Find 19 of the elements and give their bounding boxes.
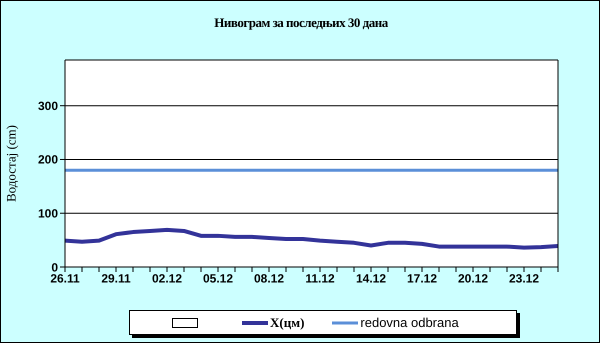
x-tick-label: 11.12: [305, 272, 336, 286]
y-tick-label: 200: [38, 152, 58, 167]
x-tick-label: 05.12: [202, 272, 234, 286]
y-tick-label: 100: [38, 206, 58, 220]
x-tick-label: 02.12: [152, 272, 182, 286]
x-tick-label: 17.12: [406, 272, 438, 286]
x-tick-label: 08.12: [254, 272, 284, 286]
x-tick-label: 26.11: [50, 272, 80, 286]
legend-label: redovna odbrana: [360, 315, 459, 330]
y-tick-label: 300: [38, 98, 58, 113]
x-tick-label: 23.12: [508, 272, 540, 286]
x-tick-label: 29.11: [101, 272, 132, 286]
chart-title: Нивограм за последњих 30 дана: [213, 15, 389, 31]
line-series: [65, 228, 558, 250]
y-tick-label: 0: [51, 260, 58, 274]
x-tick-label: 20.12: [458, 272, 488, 286]
legend-label: X(цм): [270, 314, 304, 330]
x-tick-label: 14.12: [356, 272, 386, 286]
y-axis-title: Водостај (cm): [4, 124, 19, 202]
